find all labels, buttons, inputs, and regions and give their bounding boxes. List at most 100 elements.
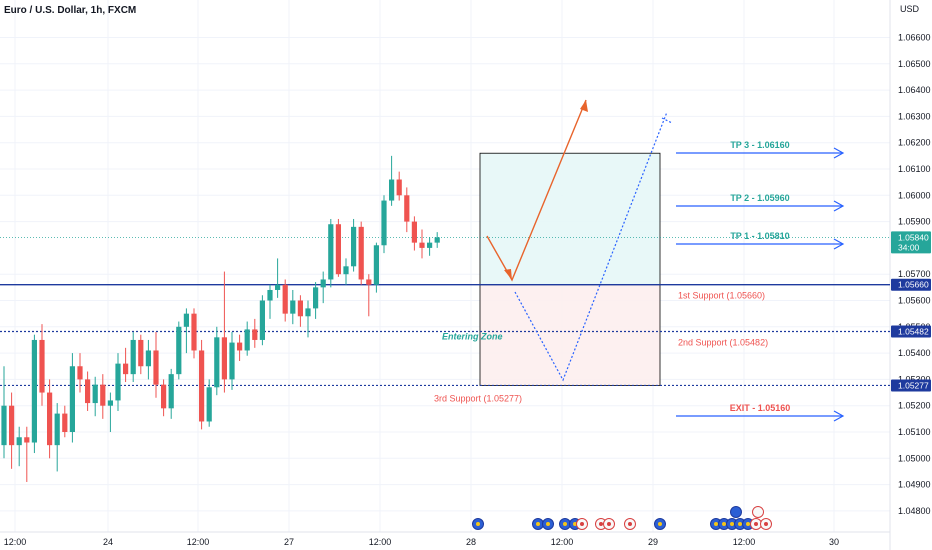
candle[interactable] (313, 282, 319, 319)
candle[interactable] (297, 295, 303, 327)
candle[interactable] (123, 347, 129, 383)
candle-body (358, 226, 364, 280)
candle[interactable] (85, 371, 91, 411)
candle[interactable] (9, 392, 15, 469)
price-tick-label: 1.06300 (898, 111, 931, 121)
candle[interactable] (161, 379, 167, 417)
target-arrow[interactable]: TP 2 - 1.05960 (676, 193, 845, 212)
candle[interactable] (206, 379, 212, 427)
candle[interactable] (411, 216, 417, 251)
target-arrow[interactable]: EXIT - 1.05160 (676, 403, 845, 422)
time-tick-label: 29 (648, 537, 658, 547)
candle[interactable] (404, 187, 410, 233)
candle[interactable] (168, 368, 174, 419)
eu-flag-event-icon[interactable] (542, 518, 554, 530)
candle[interactable] (434, 232, 440, 248)
support-levels[interactable]: 1st Support (1.05660) 2nd Support (1.0548… (0, 284, 890, 404)
candle[interactable] (259, 295, 265, 346)
candle[interactable] (54, 403, 60, 472)
candle[interactable] (16, 426, 22, 467)
candle[interactable] (343, 258, 349, 285)
price-tick-label: 1.06400 (898, 85, 931, 95)
candle[interactable] (328, 218, 334, 288)
candle[interactable] (351, 218, 357, 272)
candle[interactable] (100, 374, 106, 419)
target-arrow-head (833, 410, 845, 422)
candle[interactable] (366, 274, 372, 317)
candle[interactable] (191, 308, 197, 359)
candle[interactable] (214, 326, 220, 396)
candle[interactable] (138, 334, 144, 375)
currency-label: USD (900, 4, 920, 14)
candle[interactable] (373, 242, 379, 293)
candle[interactable] (396, 171, 402, 201)
eu-flag-event-icon[interactable] (472, 518, 484, 530)
candle[interactable] (275, 258, 281, 298)
candle-body (244, 329, 250, 351)
candle[interactable] (427, 237, 433, 256)
candle[interactable] (199, 339, 205, 430)
economic-events[interactable] (472, 506, 772, 530)
candle[interactable] (92, 376, 98, 417)
candle[interactable] (229, 332, 235, 390)
candle[interactable] (115, 353, 121, 411)
candle[interactable] (244, 321, 250, 356)
candle[interactable] (69, 353, 75, 443)
candle[interactable] (282, 279, 288, 322)
candle[interactable] (39, 324, 45, 406)
candle[interactable] (145, 339, 151, 380)
candle[interactable] (221, 271, 227, 393)
us-flag-event-icon[interactable] (750, 518, 762, 530)
target-arrows[interactable]: TP 3 - 1.06160 TP 2 - 1.05960 TP 1 - 1.058… (676, 140, 845, 422)
us-flag-event-icon[interactable] (752, 506, 764, 518)
us-flag-event-icon[interactable] (603, 518, 615, 530)
price-tick-label: 1.05100 (898, 427, 931, 437)
us-flag-event-icon[interactable] (624, 518, 636, 530)
candles[interactable] (1, 155, 440, 482)
candle[interactable] (107, 392, 113, 432)
candle[interactable] (252, 318, 258, 348)
candle[interactable] (320, 271, 326, 304)
alternate-path-line[interactable] (514, 111, 668, 382)
candle[interactable] (130, 332, 136, 383)
event-icon-dot (563, 522, 567, 526)
candle-body (176, 326, 182, 375)
candle-body (389, 179, 395, 201)
candle[interactable] (47, 379, 53, 459)
candle[interactable] (31, 334, 37, 454)
candle[interactable] (183, 308, 189, 354)
candle[interactable] (176, 321, 182, 380)
us-flag-event-icon[interactable] (760, 518, 772, 530)
candle[interactable] (237, 334, 243, 361)
target-arrow[interactable]: TP 3 - 1.06160 (676, 140, 845, 159)
projection-paths[interactable] (486, 99, 673, 382)
eu-flag-event-icon[interactable] (532, 518, 544, 530)
candle[interactable] (267, 284, 273, 319)
eu-flag-event-icon[interactable] (559, 518, 571, 530)
event-icon-dot (573, 522, 577, 526)
stop-zone-box[interactable] (479, 284, 661, 386)
candle[interactable] (305, 300, 311, 338)
target-arrow[interactable]: TP 1 - 1.05810 (676, 231, 845, 250)
time-tick-label: 30 (829, 537, 839, 547)
target-zone-box[interactable] (479, 152, 661, 286)
price-axis[interactable]: 1.06600 1.06500 1.06400 1.06300 1.06200 1.061… (898, 33, 931, 516)
us-flag-event-icon[interactable] (576, 518, 588, 530)
candle[interactable] (419, 229, 425, 259)
candle[interactable] (153, 332, 159, 398)
candle[interactable] (290, 289, 296, 325)
candle[interactable] (381, 195, 387, 254)
candle[interactable] (1, 366, 7, 459)
candle[interactable] (62, 405, 68, 438)
eu-flag-event-icon[interactable] (654, 518, 666, 530)
eu-flag-event-icon[interactable] (730, 506, 742, 518)
time-axis[interactable]: 12:00 24 12:00 27 12:00 28 12:00 29 12:00 30 (4, 537, 839, 547)
candle[interactable] (77, 353, 83, 393)
candle[interactable] (358, 221, 364, 285)
candle[interactable] (335, 218, 341, 277)
candle-body (366, 279, 372, 285)
trade-zone[interactable] (479, 152, 661, 386)
candle[interactable] (24, 426, 30, 482)
candle[interactable] (389, 155, 395, 206)
